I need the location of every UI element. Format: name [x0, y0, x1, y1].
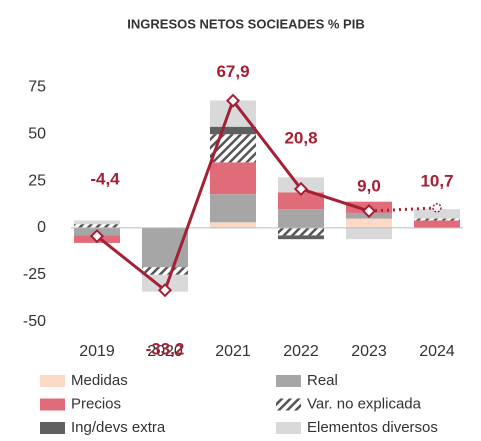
bar-segment — [142, 267, 188, 275]
x-tick-label: 2023 — [351, 343, 387, 360]
x-tick-label: 2024 — [419, 343, 455, 360]
bar-segment — [210, 134, 256, 163]
marker — [157, 283, 173, 298]
legend-label: Var. no explicada — [307, 395, 422, 412]
legend-label: Precios — [71, 395, 121, 412]
value-label: 20,8 — [284, 128, 317, 147]
bar-segment — [346, 227, 392, 240]
legend-label: Elementos diversos — [307, 419, 438, 436]
y-tick-label: -50 — [23, 313, 46, 330]
value-label: -33,2 — [146, 340, 185, 359]
bar-segment — [414, 220, 460, 228]
legend-swatch — [276, 422, 301, 434]
chart-title: INGRESOS NETOS SOCIEADES % PIB — [127, 16, 364, 31]
bar-segment — [210, 222, 256, 228]
bar-segment — [74, 220, 120, 225]
y-tick-label: 75 — [28, 79, 46, 96]
marker — [293, 181, 309, 197]
value-label: 67,9 — [216, 62, 249, 81]
legend-swatch — [40, 398, 65, 411]
value-label: 9,0 — [357, 177, 381, 196]
bar-segment — [278, 192, 324, 210]
value-label: -4,4 — [90, 170, 120, 189]
x-tick-label: 2022 — [283, 343, 319, 360]
legend-label: Medidas — [71, 372, 128, 389]
x-tick-label: 2021 — [215, 343, 251, 360]
y-tick-label: 25 — [28, 172, 46, 189]
bar-segment — [414, 209, 460, 219]
x-tick-label: 2020 — [147, 343, 183, 360]
y-tick-label: 50 — [28, 125, 46, 142]
bar-segment — [74, 224, 120, 228]
legend-swatch — [276, 398, 301, 411]
legend-swatch — [276, 375, 301, 387]
x-tick-label: 2019 — [79, 343, 115, 360]
bar-segment — [210, 194, 256, 223]
bar-segment — [210, 162, 256, 195]
marker — [89, 229, 105, 244]
bar-segment — [210, 126, 256, 135]
legend-label: Ing/devs extra — [71, 419, 166, 436]
legend-swatch — [40, 422, 65, 434]
bar-segment — [278, 209, 324, 228]
bar-segment — [414, 218, 460, 221]
marker — [432, 203, 442, 213]
bar-segment — [346, 218, 392, 228]
y-tick-label: 0 — [37, 219, 46, 236]
y-tick-label: -25 — [23, 266, 46, 283]
legend-label: Real — [307, 372, 338, 389]
value-label: 10,7 — [420, 171, 453, 190]
bar-segment — [278, 227, 324, 236]
marker — [361, 203, 377, 219]
marker — [225, 93, 241, 108]
bar-segment — [278, 235, 324, 240]
legend-swatch — [40, 375, 65, 387]
